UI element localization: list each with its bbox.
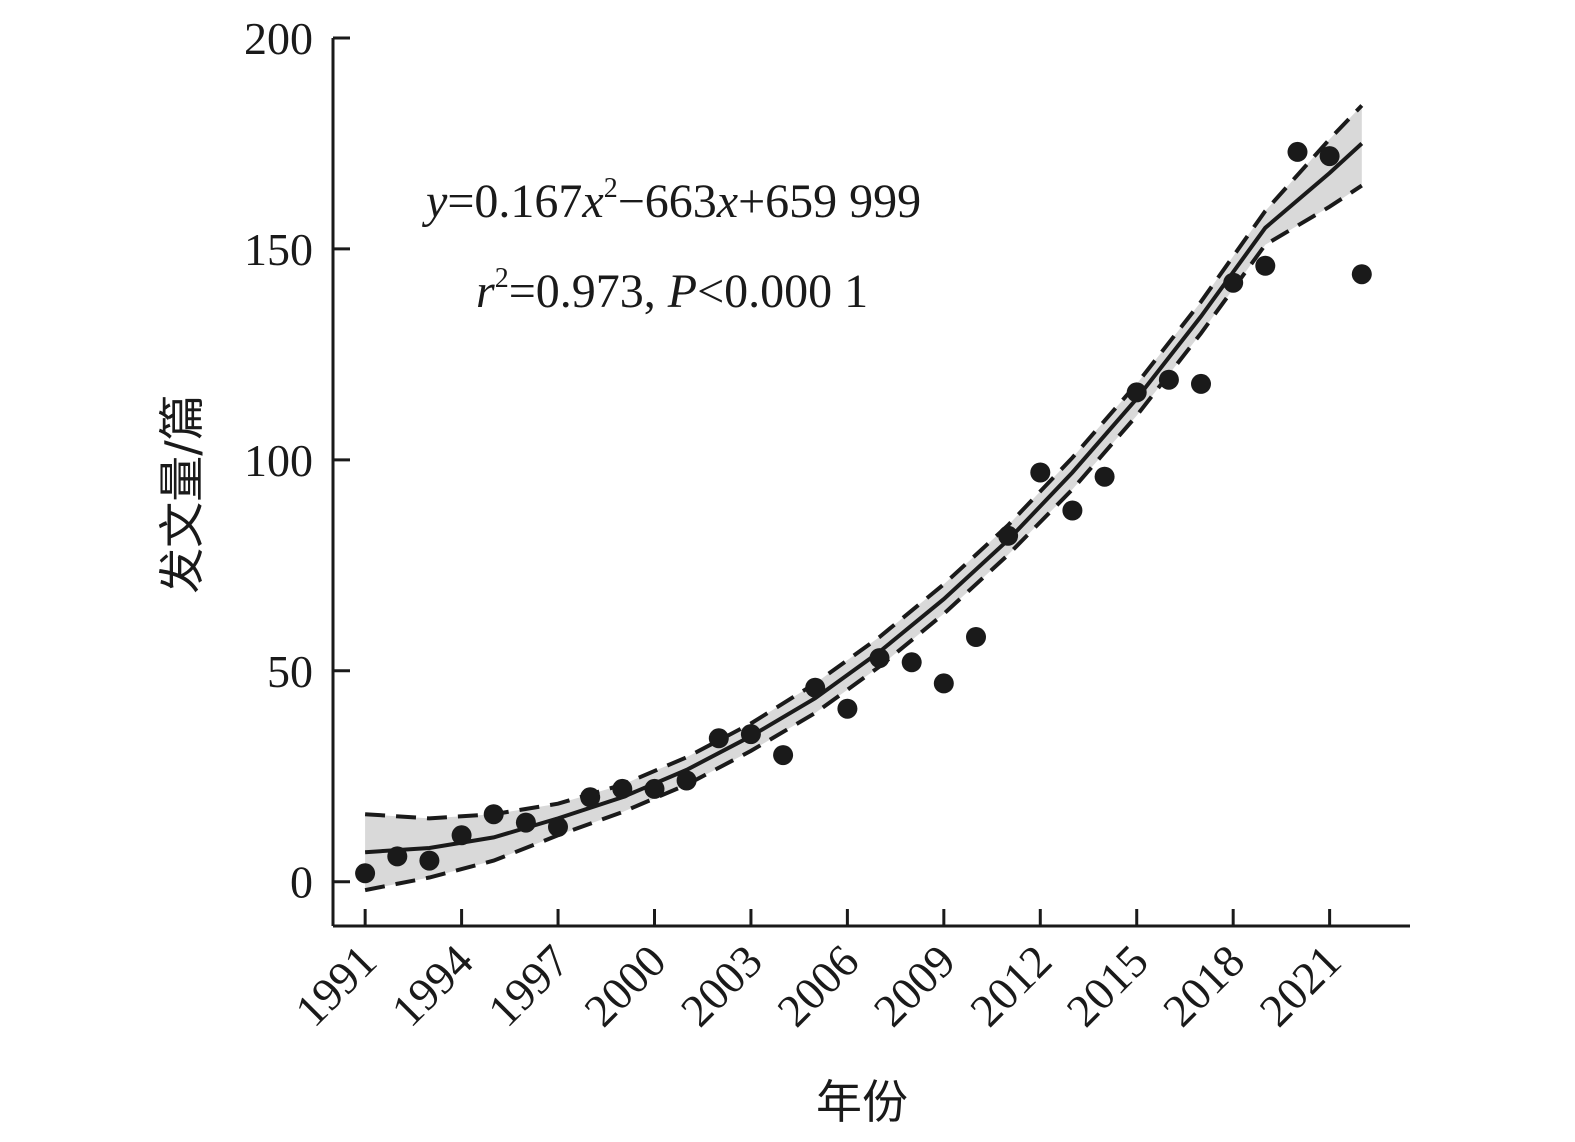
x-tick-label: 2000 <box>574 935 675 1036</box>
data-point <box>1319 146 1340 167</box>
data-point <box>548 816 568 837</box>
data-point <box>708 728 729 749</box>
data-point-layer <box>355 141 1372 884</box>
x-tick-label: 2003 <box>671 935 772 1036</box>
x-tick-label: 1994 <box>382 935 483 1036</box>
y-tick-label: 200 <box>244 13 313 64</box>
data-point <box>612 778 633 799</box>
data-point <box>1287 141 1308 162</box>
data-point <box>387 846 408 867</box>
fit-curve <box>364 142 1364 855</box>
data-point <box>1126 382 1147 403</box>
data-point <box>580 787 601 808</box>
axes <box>331 38 1410 928</box>
data-point <box>837 698 858 719</box>
data-point <box>483 804 504 825</box>
x-tick-label: 1991 <box>285 935 386 1036</box>
y-tick-label: 0 <box>290 857 313 908</box>
data-point <box>1191 373 1211 394</box>
data-point <box>901 652 922 673</box>
x-tick-label: 2012 <box>960 935 1061 1036</box>
data-point <box>451 825 472 846</box>
y-tick-label: 100 <box>244 435 313 486</box>
data-point <box>1062 500 1083 521</box>
data-point <box>1351 264 1372 285</box>
data-point <box>1255 255 1276 276</box>
x-tick-label: 2006 <box>767 935 868 1036</box>
data-point <box>933 673 954 694</box>
equation-annotation: y=0.167x2−663x+659 999 <box>421 173 921 228</box>
data-point <box>644 778 665 799</box>
ticks: 0 50 100 150 200 1991199419972000200320062009… <box>244 13 1351 1036</box>
y-tick-label: 50 <box>267 646 313 697</box>
x-tick-label: 1997 <box>478 935 579 1036</box>
x-tick-label: 2021 <box>1250 935 1351 1036</box>
data-point <box>869 648 890 669</box>
x-tick-label: 2018 <box>1153 935 1254 1036</box>
data-point <box>998 525 1019 546</box>
data-point <box>740 724 761 745</box>
x-tick-label: 2015 <box>1057 935 1158 1036</box>
data-point <box>1158 369 1179 390</box>
data-point <box>419 850 440 871</box>
data-point <box>355 863 376 884</box>
data-point <box>1223 272 1244 293</box>
data-point <box>676 770 697 791</box>
ci-upper-line <box>364 104 1364 821</box>
data-point <box>1094 466 1115 487</box>
stats-annotation: r2=0.973, P<0.000 1 <box>476 263 868 318</box>
x-axis-title: 年份 <box>816 1075 908 1129</box>
y-tick-label: 150 <box>244 224 313 275</box>
data-point <box>1030 462 1051 483</box>
data-point <box>966 627 986 647</box>
data-point <box>515 812 536 833</box>
x-tick-label: 2009 <box>864 935 965 1036</box>
data-point <box>805 677 826 698</box>
data-point <box>773 745 794 766</box>
y-axis-title: 发文量/篇 <box>155 394 209 594</box>
